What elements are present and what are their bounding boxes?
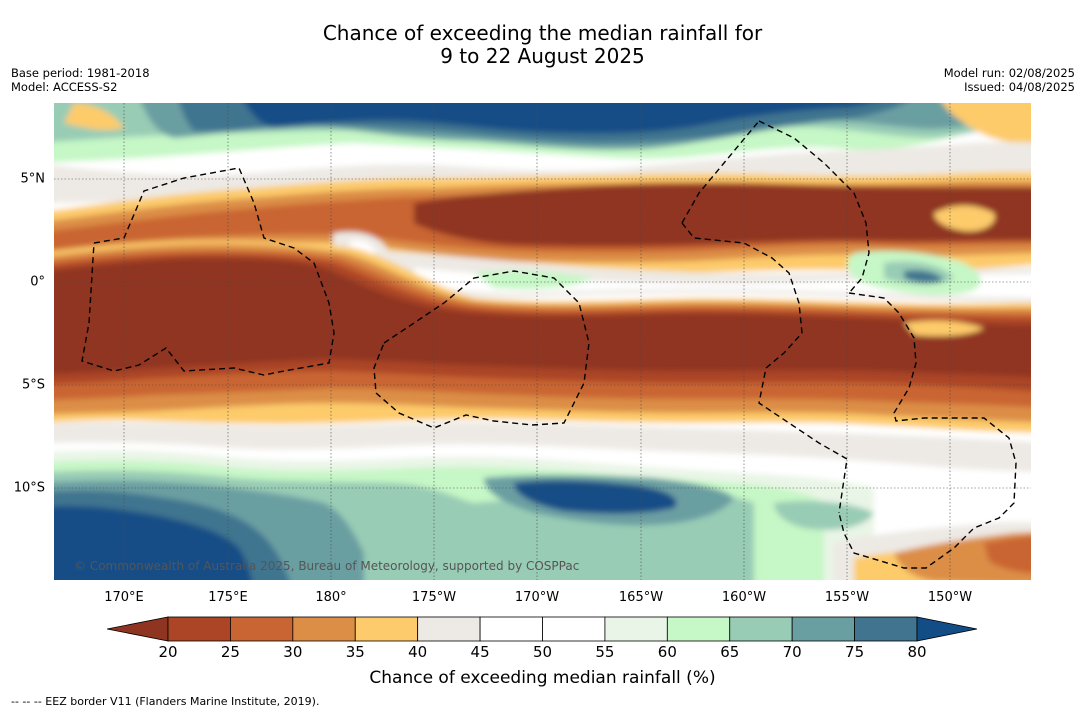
colorbar-segment <box>854 616 918 642</box>
eez-borders <box>81 120 1017 569</box>
colorbar-segment <box>604 616 668 642</box>
colorbar-segment <box>791 616 855 642</box>
lon-label-170w: 170°W <box>514 590 560 605</box>
base-period: Base period: 1981-2018 <box>11 66 150 80</box>
title-line-1: Chance of exceeding the median rainfall … <box>322 21 763 45</box>
colorbar-tick-label: 60 <box>657 643 677 661</box>
colorbar-segment <box>417 616 481 642</box>
copyright-text: © Commonwealth of Australia 2025, Bureau… <box>74 559 579 573</box>
map-svg: © Commonwealth of Australia 2025, Bureau… <box>54 103 1031 580</box>
colorbar-tick-label: 55 <box>595 643 615 661</box>
lon-label-170e: 170°E <box>104 590 144 605</box>
colorbar-segment <box>666 616 731 642</box>
lon-label-165w: 165°W <box>618 590 664 605</box>
rainfall-field <box>54 103 1031 580</box>
model-name: Model: ACCESS-S2 <box>11 80 118 94</box>
colorbar-segment <box>354 616 419 642</box>
gridlines <box>54 103 1031 580</box>
lat-label-5n: 5°N <box>20 171 46 187</box>
lat-label-10s: 10°S <box>13 480 45 496</box>
eez-footnote: -- -- -- EEZ border V11 (Flanders Marine… <box>11 695 320 708</box>
colorbar <box>107 616 978 642</box>
colorbar-tick-label: 70 <box>782 643 802 661</box>
colorbar-segment <box>542 616 606 642</box>
colorbar-tick-label: 75 <box>845 643 865 661</box>
lon-label-155w: 155°W <box>824 590 870 605</box>
colorbar-tick-label: 25 <box>220 643 240 661</box>
colorbar-tick-label: 50 <box>532 643 553 661</box>
lat-label-5s: 5°S <box>21 377 45 393</box>
meta-right: Model run: 02/08/2025 Issued: 04/08/2025 <box>944 66 1075 94</box>
colorbar-segment <box>292 616 356 642</box>
lon-label-160w: 160°W <box>721 590 767 605</box>
title-line-2: 9 to 22 August 2025 <box>440 44 645 68</box>
colorbar-tick-label: 20 <box>158 643 178 661</box>
colorbar-segment <box>729 616 793 642</box>
colorbar-extend-low <box>107 616 169 642</box>
model-run: Model run: 02/08/2025 <box>943 66 1075 80</box>
colorbar-segment <box>230 616 294 642</box>
colorbar-segment <box>479 616 543 642</box>
colorbar-tick-label: 65 <box>720 643 740 661</box>
meta-left: Base period: 1981-2018 Model: ACCESS-S2 <box>11 66 150 94</box>
rainfall-map: © Commonwealth of Australia 2025, Bureau… <box>54 103 1031 580</box>
colorbar-title: Chance of exceeding median rainfall (%) <box>369 668 716 688</box>
colorbar-tick-label: 40 <box>408 643 428 661</box>
map-title: Chance of exceeding the median rainfall … <box>0 22 1085 68</box>
colorbar-tick-label: 45 <box>470 643 490 661</box>
lon-label-175w: 175°W <box>411 590 457 605</box>
lon-label-175e: 175°E <box>208 590 248 605</box>
colorbar-tick-label: 35 <box>345 643 365 661</box>
colorbar-tick-label: 30 <box>283 643 303 661</box>
issued-date: Issued: 04/08/2025 <box>964 80 1075 94</box>
lat-label-0: 0° <box>30 274 45 290</box>
colorbar-tick-label: 80 <box>907 643 927 661</box>
lon-label-180: 180° <box>315 590 347 605</box>
lon-label-150w: 150°W <box>927 590 973 605</box>
colorbar-extend-high <box>916 616 978 642</box>
colorbar-segment <box>167 616 231 642</box>
